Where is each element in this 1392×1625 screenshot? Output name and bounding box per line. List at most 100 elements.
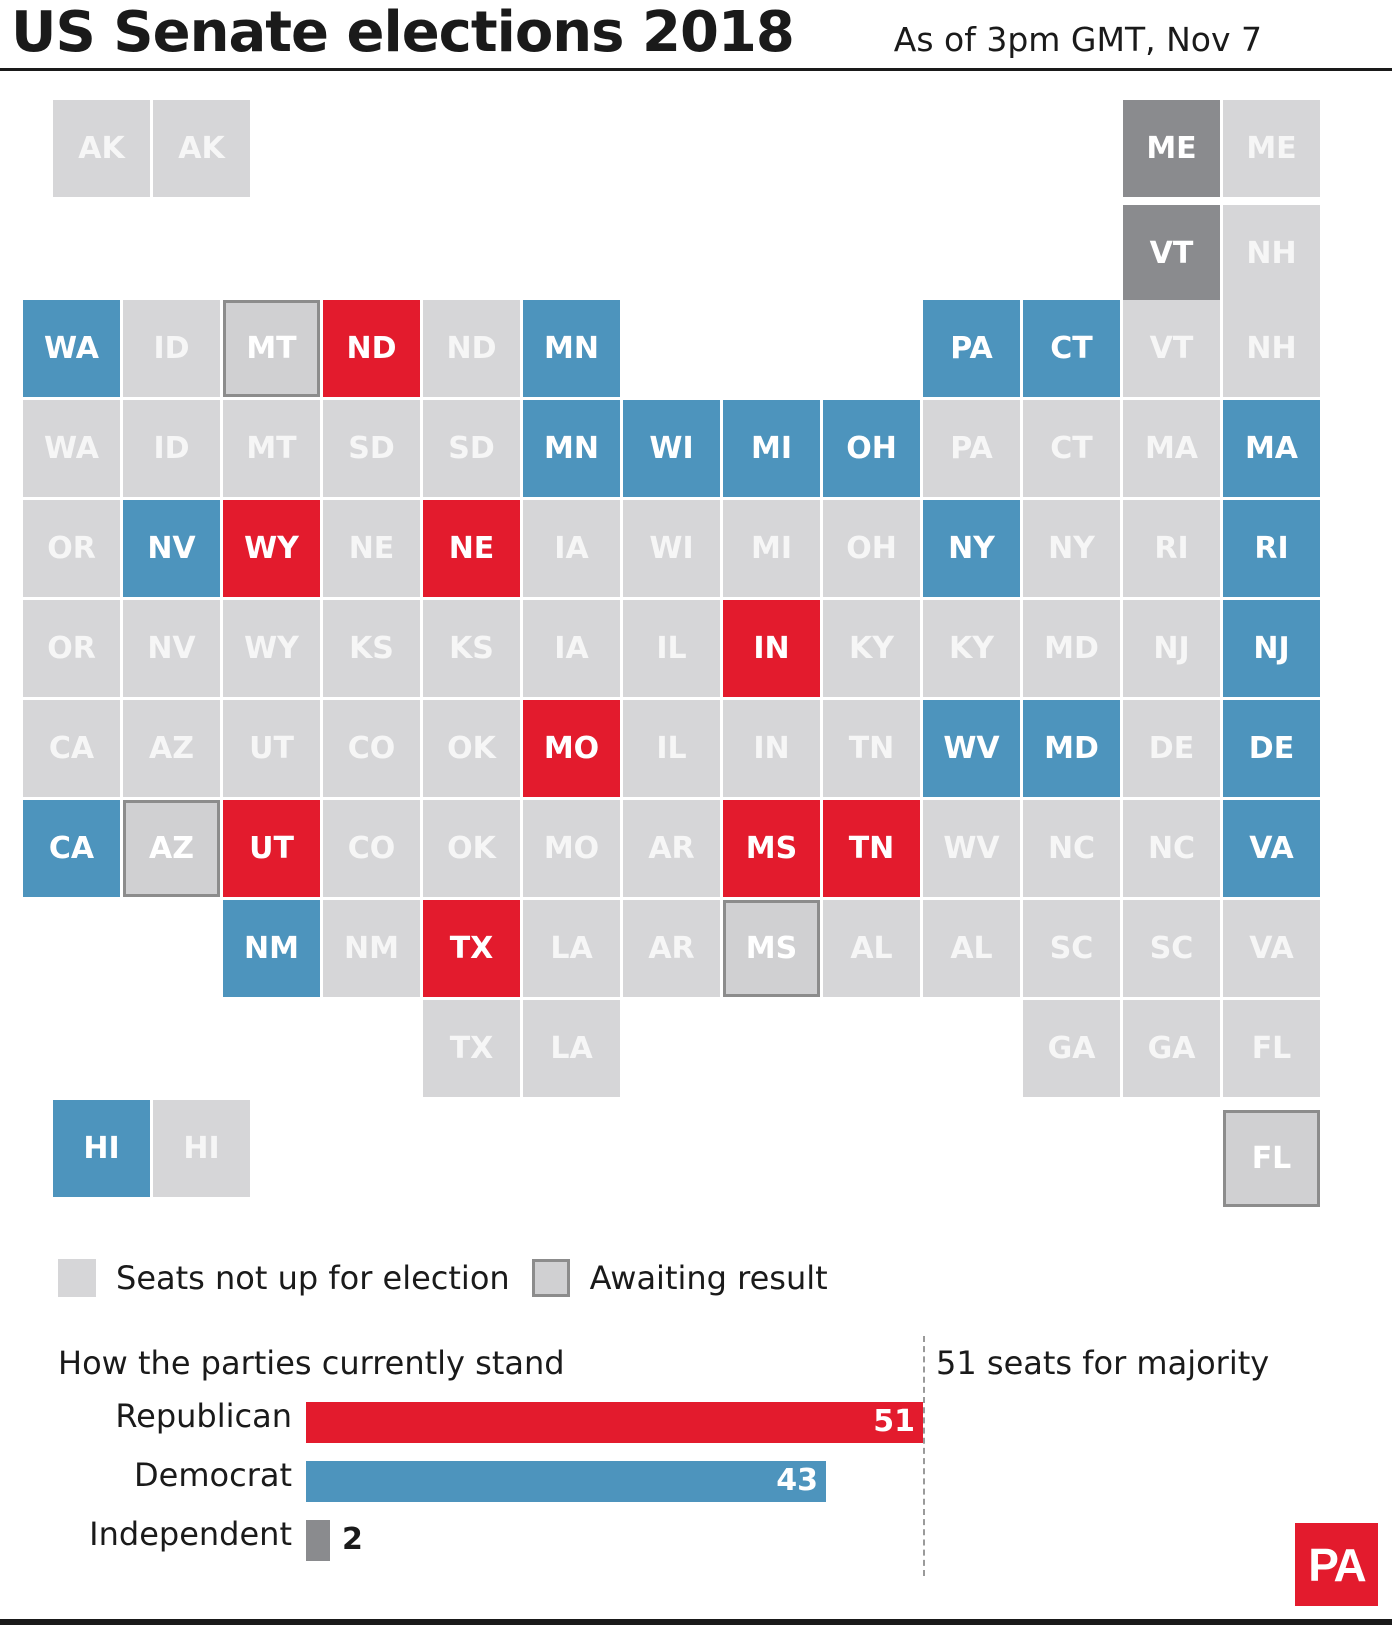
seat-tile-ia: IA [523, 600, 620, 697]
seat-tile-ct: CT [1023, 300, 1120, 397]
seat-tile-mn: MN [523, 400, 620, 497]
seat-tile-id: ID [123, 400, 220, 497]
legend-swatch-awaiting [531, 1259, 570, 1297]
legend-swatch-not-up [58, 1259, 96, 1297]
seat-tile-ut: UT [223, 800, 320, 897]
bar-republican [306, 1402, 923, 1443]
seat-tile-hi: HI [153, 1100, 250, 1197]
seat-tile-ri: RI [1223, 500, 1320, 597]
seat-tile-or: OR [23, 600, 120, 697]
seat-tile-ca: CA [23, 700, 120, 797]
seat-tile-al: AL [823, 900, 920, 997]
seat-tile-ga: GA [1123, 1000, 1220, 1097]
seat-tile-ia: IA [523, 500, 620, 597]
seat-tile-tx: TX [423, 1000, 520, 1097]
seat-tile-ms: MS [723, 900, 820, 997]
seat-tile-nd: ND [423, 300, 520, 397]
seat-tile-oh: OH [823, 500, 920, 597]
seat-tile-tn: TN [823, 800, 920, 897]
seat-tile-ok: OK [423, 800, 520, 897]
page-title: US Senate elections 2018 [11, 0, 795, 65]
seat-map: AK AK ME ME VT NH WA ID MT ND ND MN PA CT VT NH WA ID MT SD… [23, 100, 1375, 1220]
legend-label-awaiting: Awaiting result [589, 1259, 828, 1297]
bar-label-republican: Republican [115, 1397, 292, 1435]
seat-tile-ok: OK [423, 700, 520, 797]
bar-label-independent: Independent [89, 1515, 292, 1553]
seat-tile-ca: CA [23, 800, 120, 897]
seat-tile-ga: GA [1023, 1000, 1120, 1097]
seat-tile-sd: SD [423, 400, 520, 497]
header-rule [0, 68, 1392, 71]
seat-tile-ky: KY [923, 600, 1020, 697]
seat-tile-la: LA [523, 1000, 620, 1097]
bar-independent [306, 1520, 330, 1561]
seat-tile-ut: UT [223, 700, 320, 797]
seat-tile-sd: SD [323, 400, 420, 497]
seat-tile-tn: TN [823, 700, 920, 797]
seat-tile-id: ID [123, 300, 220, 397]
seat-tile-wi: WI [623, 500, 720, 597]
seat-tile-nv: NV [123, 500, 220, 597]
seat-tile-nm: NM [223, 900, 320, 997]
seat-tile-mo: MO [523, 800, 620, 897]
seat-tile-de: DE [1123, 700, 1220, 797]
chart-title: How the parties currently stand [58, 1344, 565, 1382]
seat-tile-nm: NM [323, 900, 420, 997]
seat-tile-wv: WV [923, 800, 1020, 897]
seat-tile-ks: KS [323, 600, 420, 697]
seat-tile-hi: HI [53, 1100, 150, 1197]
seat-tile-ks: KS [423, 600, 520, 697]
seat-tile-wa: WA [23, 400, 120, 497]
seat-tile-co: CO [323, 800, 420, 897]
seat-tile-in: IN [723, 600, 820, 697]
bar-value-independent: 2 [342, 1522, 363, 1557]
footer-rule [0, 1619, 1392, 1625]
seat-tile-ar: AR [623, 900, 720, 997]
seat-tile-ky: KY [823, 600, 920, 697]
seat-tile-tx: TX [423, 900, 520, 997]
seat-tile-il: IL [623, 600, 720, 697]
majority-label: 51 seats for majority [936, 1344, 1270, 1382]
seat-tile-ne: NE [323, 500, 420, 597]
seat-tile-ct: CT [1023, 400, 1120, 497]
seat-tile-al: AL [923, 900, 1020, 997]
seat-tile-nh: NH [1223, 205, 1320, 302]
seat-tile-in: IN [723, 700, 820, 797]
seat-tile-fl: FL [1223, 1000, 1320, 1097]
bar-democrat [306, 1461, 826, 1502]
seat-tile-sc: SC [1123, 900, 1220, 997]
seat-tile-pa: PA [923, 300, 1020, 397]
seat-tile-nj: NJ [1123, 600, 1220, 697]
majority-line [923, 1336, 925, 1576]
seat-tile-nc: NC [1123, 800, 1220, 897]
seat-tile-az: AZ [123, 800, 220, 897]
seat-tile-vt: VT [1123, 300, 1220, 397]
seat-tile-ri: RI [1123, 500, 1220, 597]
seat-tile-md: MD [1023, 600, 1120, 697]
seat-tile-vt: VT [1123, 205, 1220, 302]
seat-tile-fl: FL [1223, 1110, 1320, 1207]
bar-label-democrat: Democrat [134, 1456, 292, 1494]
seat-tile-me: ME [1223, 100, 1320, 197]
seat-tile-ny: NY [923, 500, 1020, 597]
seat-tile-me: ME [1123, 100, 1220, 197]
seat-tile-nj: NJ [1223, 600, 1320, 697]
seat-tile-az: AZ [123, 700, 220, 797]
seat-tile-mt: MT [223, 300, 320, 397]
seat-tile-wy: WY [223, 500, 320, 597]
seat-tile-ar: AR [623, 800, 720, 897]
seat-tile-mn: MN [523, 300, 620, 397]
pa-logo: PA [1295, 1523, 1378, 1606]
seat-tile-nh: NH [1223, 300, 1320, 397]
seat-tile-wy: WY [223, 600, 320, 697]
seat-tile-va: VA [1223, 800, 1320, 897]
seat-tile-va: VA [1223, 900, 1320, 997]
seat-tile-wi: WI [623, 400, 720, 497]
seat-tile-oh: OH [823, 400, 920, 497]
seat-tile-il: IL [623, 700, 720, 797]
seat-tile-mt: MT [223, 400, 320, 497]
seat-tile-mi: MI [723, 400, 820, 497]
bar-value-republican: 51 [873, 1404, 915, 1439]
seat-tile-md: MD [1023, 700, 1120, 797]
seat-tile-de: DE [1223, 700, 1320, 797]
